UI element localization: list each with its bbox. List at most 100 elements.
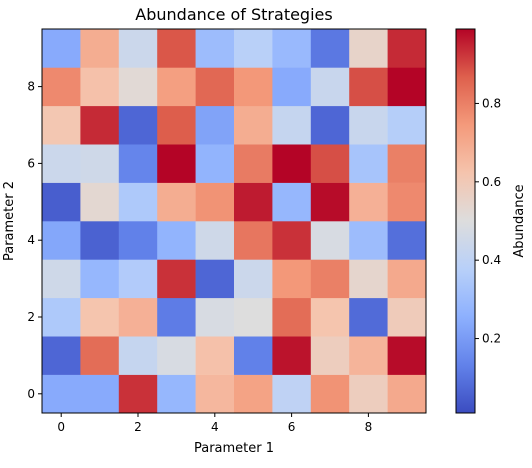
y-tick-label: 4 [27, 233, 35, 247]
heatmap-cell [387, 67, 427, 107]
heatmap-cell [195, 221, 235, 260]
heatmap-cell [310, 221, 350, 260]
heatmap-cell [234, 297, 273, 337]
x-tick-label: 6 [288, 420, 296, 434]
heatmap-cell [80, 336, 120, 375]
colorbar: 0.2 0.4 0.6 0.8 Abundance [455, 28, 527, 414]
heatmap-cell [349, 29, 388, 68]
heatmap-cell [349, 336, 388, 375]
heatmap-cell [234, 105, 273, 145]
heatmap-cell [42, 144, 81, 183]
x-tick-label: 0 [57, 420, 65, 434]
heatmap-cell [195, 374, 235, 414]
heatmap-cell [349, 297, 388, 337]
colorbar-tick-label: 0.6 [482, 175, 501, 189]
heatmap-cell [118, 29, 158, 68]
y-axis-ticks: 0 2 4 6 8 [27, 80, 42, 401]
heatmap-cell [310, 144, 350, 183]
heatmap-cell [118, 221, 158, 260]
heatmap-cell [349, 105, 388, 145]
heatmap-cell [195, 336, 235, 375]
heatmap-cell [157, 221, 196, 260]
heatmap-cell [157, 182, 196, 222]
heatmap-cell [80, 144, 120, 183]
colorbar-tick-label: 0.8 [482, 96, 501, 110]
x-tick-label: 2 [134, 420, 142, 434]
x-tick-label: 4 [211, 420, 219, 434]
heatmap-cell [195, 105, 235, 145]
heatmap-cell [310, 297, 350, 337]
heatmap-cell [118, 374, 158, 414]
heatmap-cell [234, 336, 273, 375]
heatmap-cell [80, 297, 120, 337]
heatmap-cell [387, 182, 427, 222]
heatmap-cell [310, 374, 350, 414]
heatmap-cell [195, 144, 235, 183]
heatmap-cell [80, 259, 120, 299]
heatmap-cell [387, 105, 427, 145]
heatmap-cell [118, 105, 158, 145]
heatmap-cell [310, 105, 350, 145]
heatmap-cell [80, 67, 120, 107]
heatmap-cell [42, 182, 81, 222]
heatmap-cell [349, 182, 388, 222]
heatmap-cell [42, 336, 81, 375]
y-tick-label: 6 [27, 156, 35, 170]
colorbar-tick-label: 0.2 [482, 332, 501, 346]
heatmap-cell [310, 182, 350, 222]
y-tick-label: 8 [27, 80, 35, 94]
heatmap-cell [272, 182, 312, 222]
heatmap-cell [310, 336, 350, 375]
heatmap-cell [157, 144, 196, 183]
y-tick-label: 0 [27, 387, 35, 401]
heatmap-cell [42, 297, 81, 337]
heatmap-cell [157, 105, 196, 145]
heatmap-cell [387, 374, 427, 414]
heatmap-cell [42, 29, 81, 68]
x-tick-label: 8 [365, 420, 373, 434]
heatmap-cell [42, 259, 81, 299]
heatmap-cell [272, 29, 312, 68]
heatmap-cell [272, 259, 312, 299]
heatmap-cell [157, 336, 196, 375]
plot-frame [41, 28, 427, 414]
x-axis-ticks: 0 2 4 6 8 [57, 413, 372, 434]
heatmap-cell [234, 29, 273, 68]
heatmap-cell [157, 374, 196, 414]
heatmap-cell [118, 336, 158, 375]
heatmap-cell [80, 374, 120, 414]
heatmap-cell [42, 221, 81, 260]
heatmap-cell [234, 259, 273, 299]
heatmap-cell [387, 336, 427, 375]
heatmap-cell [234, 221, 273, 260]
heatmap-cell [272, 374, 312, 414]
heatmap-cell [42, 67, 81, 107]
heatmap-cell [272, 297, 312, 337]
colorbar-ticks: 0.2 0.4 0.6 0.8 [475, 96, 501, 346]
heatmap-cell [118, 144, 158, 183]
heatmap-cell [195, 29, 235, 68]
heatmap-cell [310, 29, 350, 68]
heatmap-cell [310, 259, 350, 299]
heatmap-cell [272, 67, 312, 107]
heatmap-cell [387, 29, 427, 68]
heatmap-cell [80, 221, 120, 260]
heatmap-cell [157, 29, 196, 68]
heatmap-cell [195, 67, 235, 107]
heatmap-cell [234, 374, 273, 414]
heatmap-cell [349, 259, 388, 299]
heatmap-cell [118, 259, 158, 299]
heatmap-cell [234, 144, 273, 183]
heatmap-cell [272, 336, 312, 375]
heatmap-cell [349, 221, 388, 260]
heatmap-cell [42, 374, 81, 414]
heatmap-cell [118, 67, 158, 107]
heatmap-cell [387, 144, 427, 183]
heatmap-cell [195, 182, 235, 222]
heatmap-cell [195, 297, 235, 337]
heatmap-cell [272, 105, 312, 145]
heatmap-cell [42, 105, 81, 145]
heatmap-cell [387, 297, 427, 337]
heatmap-cell [80, 105, 120, 145]
y-tick-label: 2 [27, 310, 35, 324]
